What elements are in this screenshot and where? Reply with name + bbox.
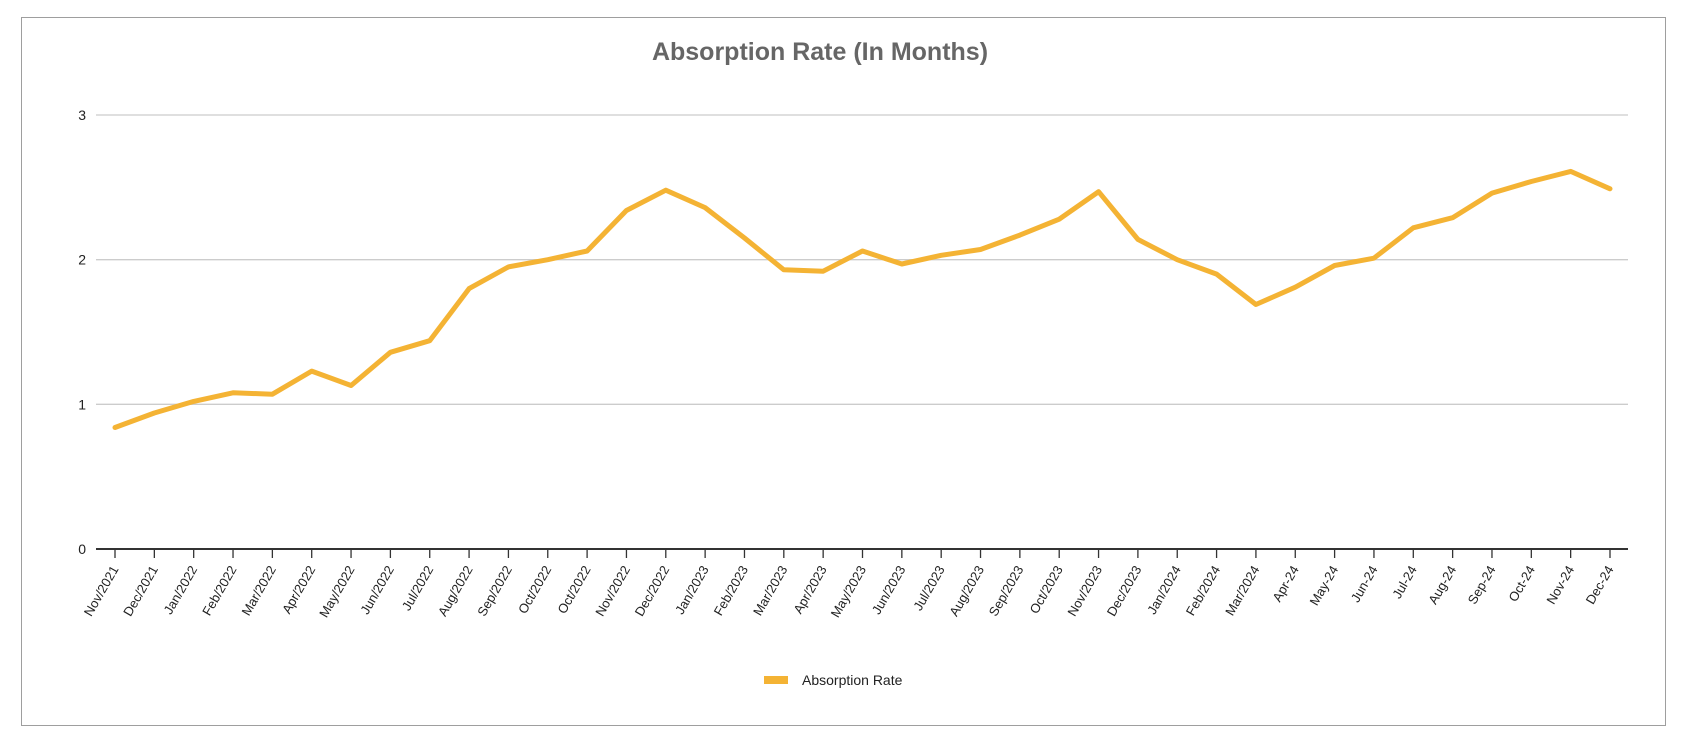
legend: Absorption Rate: [764, 672, 903, 688]
x-tick-label: Sep/2023: [986, 563, 1027, 619]
y-tick-label: 1: [78, 396, 86, 412]
x-tick-label: Dec/2022: [632, 563, 673, 619]
x-tick-label: Nov/2021: [81, 563, 122, 619]
x-tick-label: Mar/2023: [750, 563, 790, 618]
x-tick-label: Jul-24: [1389, 563, 1420, 601]
x-tick-label: May/2023: [828, 563, 870, 620]
y-axis-ticks: 0 1 2 3: [78, 107, 86, 557]
x-tick-label: Nov-24: [1543, 563, 1577, 607]
x-tick-label: Aug-24: [1425, 563, 1459, 607]
x-tick-label: Sep/2022: [474, 563, 515, 619]
chart-title: Absorption Rate (In Months): [652, 38, 988, 66]
x-tick-label: Aug/2023: [946, 563, 987, 619]
x-tick-label: Jan/2024: [1144, 563, 1184, 617]
x-tick-label: Jan/2023: [672, 563, 712, 617]
x-tick-label: Oct/2023: [1026, 563, 1065, 616]
x-tick-label: Jul/2023: [910, 563, 948, 613]
x-tick-label: Feb/2023: [711, 563, 751, 618]
x-tick-label: Dec/2023: [1104, 563, 1145, 619]
series-line: [112, 168, 1613, 430]
series-group: [112, 168, 1613, 430]
x-tick-label: May-24: [1307, 563, 1342, 608]
legend-swatch: [764, 676, 788, 684]
x-tick-label: Jul/2022: [399, 563, 437, 613]
x-tick-label: Aug/2022: [435, 563, 476, 619]
x-tick-label: Dec-24: [1583, 563, 1617, 607]
x-tick-label: Feb/2022: [199, 563, 239, 618]
x-tick-label: Apr-24: [1269, 563, 1302, 604]
x-tick-label: Nov/2023: [1064, 563, 1105, 619]
chart-frame: [21, 17, 1666, 726]
x-tick-label: Oct-24: [1505, 563, 1537, 604]
x-tick-label: Jan/2022: [161, 563, 201, 617]
legend-label: Absorption Rate: [802, 672, 903, 688]
gridlines: [96, 114, 1628, 405]
x-tick-label: Nov/2022: [592, 563, 633, 619]
x-tick-label: Oct/2022: [554, 563, 593, 616]
x-tick-label: Jun-24: [1348, 563, 1381, 605]
y-tick-label: 3: [78, 107, 86, 123]
y-tick-label: 2: [78, 252, 86, 268]
x-tick-label: Apr/2022: [279, 563, 318, 616]
x-tick-label: Jun/2023: [869, 563, 909, 617]
x-tick-label: Mar/2022: [239, 563, 279, 618]
x-tick-label: Dec/2021: [120, 563, 161, 619]
x-tick-label: Mar/2024: [1222, 563, 1262, 618]
x-tick-label: May/2022: [316, 563, 358, 620]
x-tick-label: Sep-24: [1465, 563, 1499, 607]
x-tick-label: Oct/2022: [515, 563, 554, 616]
x-tick-label: Jun/2022: [357, 563, 397, 617]
x-tick-label: Feb/2024: [1183, 563, 1223, 618]
x-tick-label: Apr/2023: [790, 563, 829, 616]
y-tick-label: 0: [78, 541, 86, 557]
